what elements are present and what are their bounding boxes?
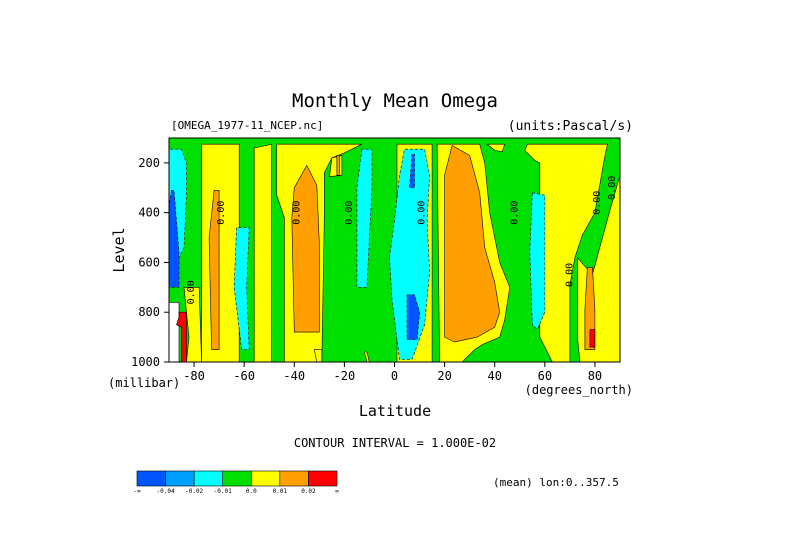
contour-region-18 (233, 227, 250, 350)
contour-region-24 (406, 294, 420, 340)
contour-region-14 (336, 155, 340, 176)
colorbar-swatch (193, 470, 224, 487)
contour-region-0 (201, 143, 240, 362)
contour-interval-text: CONTOUR INTERVAL = 1.000E-02 (294, 436, 496, 450)
field-layer: 0.00 0.00 0.00 0.00 0.00 0.00 0.00 0.00 0.00 (169, 138, 620, 362)
contour-region-1 (253, 143, 273, 362)
y-units-label: (millibar) (108, 376, 180, 390)
colorbar-swatch (250, 470, 281, 487)
x-tick-label: 80 (588, 369, 602, 383)
contour-label-8: 0.00 (607, 176, 618, 200)
contour-region-23 (409, 153, 415, 189)
y-tick-label: 200 (138, 156, 160, 170)
contour-region-20 (389, 148, 430, 360)
colorbar-label: -0.02 (185, 488, 203, 495)
x-tick-label: -60 (233, 369, 255, 383)
contour-region-12 (208, 190, 220, 350)
contour-label-0: 0.00 (186, 280, 197, 304)
contour-label-2: 0.00 (291, 201, 302, 225)
colorbar-swatch (136, 470, 166, 487)
colorbar-swatch (308, 470, 338, 487)
colorbar-label: -∞ (133, 488, 141, 495)
colorbar-swatch (279, 470, 309, 487)
contour-region-22 (169, 190, 180, 288)
contour-region-25 (169, 301, 180, 362)
contour-label-7: 0.00 (592, 191, 603, 215)
x-tick-label: -20 (334, 369, 356, 383)
contour-region-21 (529, 192, 546, 331)
plot-area: 0.00 0.00 0.00 0.00 0.00 0.00 0.00 0.00 0.00 -80 -… (131, 137, 621, 383)
chart-title: Monthly Mean Omega (292, 90, 498, 112)
colorbar-label: -0.04 (157, 488, 175, 495)
contour-region-15 (444, 145, 501, 343)
contour-region-26 (176, 311, 187, 362)
colorbar-swatch (222, 470, 252, 487)
x-tick-label: 0 (391, 369, 398, 383)
y-tick-label: 1000 (131, 355, 160, 369)
contour-region-16 (584, 267, 596, 350)
contour-region-13 (291, 164, 320, 333)
contour-label-4: 0.00 (417, 201, 428, 225)
contour-region-6 (486, 143, 506, 153)
x-tick-label: -80 (183, 369, 205, 383)
x-tick-label: -40 (283, 369, 305, 383)
contour-region-7 (524, 143, 608, 362)
colorbar-label: 0.02 (301, 488, 316, 495)
colorbar-legend: -∞ -0.04 -0.02 -0.01 0.0 0.01 0.02 ∞ (133, 470, 339, 495)
contour-region-11 (364, 351, 370, 362)
contour-label-3: 0.00 (344, 201, 355, 225)
contour-region-10 (313, 349, 323, 362)
colorbar-label: -0.01 (214, 488, 232, 495)
y-tick-label: 600 (138, 255, 160, 269)
colorbar-swatch (165, 470, 195, 487)
contour-label-5: 0.00 (509, 201, 520, 225)
colorbar-label: 0.0 (246, 488, 257, 495)
contour-label-1: 0.00 (216, 201, 227, 225)
contour-region-19 (356, 148, 373, 288)
contour-label-6: 0.00 (564, 263, 575, 287)
colorbar-label: 0.01 (273, 488, 288, 495)
contour-region-9 (183, 286, 202, 362)
subset-text: (mean) lon:0..357.5 (493, 476, 619, 489)
units-label: (units:Pascal/s) (508, 119, 633, 134)
y-tick-label: 400 (138, 206, 160, 220)
x-tick-label: 20 (437, 369, 451, 383)
x-axis-label: Latitude (359, 402, 431, 420)
dataset-label: [OMEGA_1977-11_NCEP.nc] (171, 119, 323, 132)
x-tick-label: 60 (538, 369, 552, 383)
y-tick-label: 800 (138, 305, 160, 319)
colorbar-label: ∞ (335, 488, 339, 495)
x-tick-label: 40 (487, 369, 501, 383)
y-axis-label: Level (110, 227, 128, 272)
contour-region-27 (589, 329, 596, 348)
x-units-label: (degrees_north) (525, 383, 633, 397)
